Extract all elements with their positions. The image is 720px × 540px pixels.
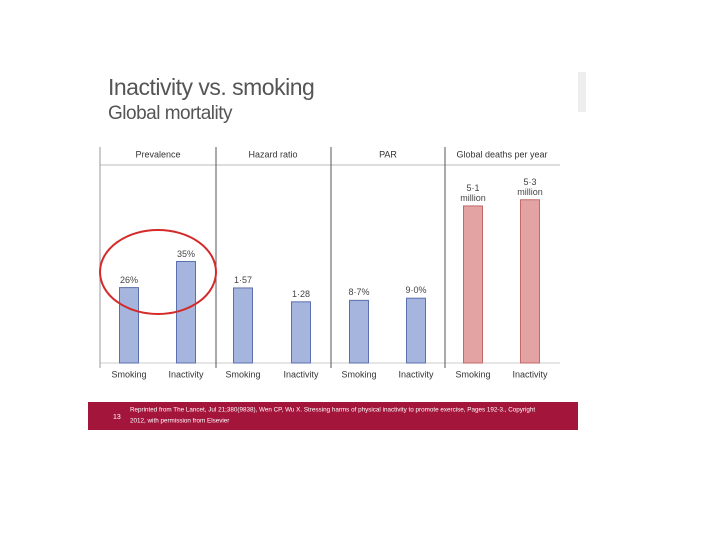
x-tick-label: Smoking: [225, 369, 260, 379]
value-label: 8·7%: [348, 287, 370, 298]
bar: [520, 199, 540, 364]
panel-title: Hazard ratio: [248, 149, 297, 159]
bar: [119, 287, 139, 364]
bar: [463, 205, 483, 364]
page-number: 13: [113, 414, 121, 421]
x-tick-label: Inactivity: [512, 369, 548, 379]
highlight-circle: [99, 229, 217, 315]
value-label: 35%: [176, 248, 195, 259]
value-label: 1·28: [291, 288, 310, 299]
bar: [349, 299, 369, 364]
value-label: 26%: [119, 274, 138, 285]
footer-band: [88, 402, 578, 430]
bar: [291, 301, 311, 364]
value-label: 1·57: [233, 274, 252, 285]
bar: [406, 297, 426, 364]
footer-text: 2012, with permission from Elsevier: [130, 418, 229, 425]
panel-title: Prevalence: [135, 149, 180, 159]
panel-title: PAR: [379, 149, 397, 159]
title: Inactivity vs. smoking: [108, 74, 315, 100]
bar: [176, 261, 196, 364]
x-tick-label: Inactivity: [398, 369, 434, 379]
value-label: 5·3 million: [517, 176, 543, 197]
x-tick-label: Smoking: [111, 369, 146, 379]
value-label: 9·0%: [405, 285, 427, 296]
edge-shade: [578, 72, 586, 112]
panel-title: Global deaths per year: [456, 149, 547, 159]
x-tick-label: Smoking: [455, 369, 490, 379]
value-label: 5·1 million: [460, 182, 486, 203]
subtitle: Global mortality: [108, 103, 233, 124]
x-tick-label: Smoking: [341, 369, 376, 379]
bar: [233, 287, 253, 364]
footer-text: Reprinted from The Lancet, Jul 21;380(98…: [130, 407, 535, 414]
x-tick-label: Inactivity: [283, 369, 319, 379]
x-tick-label: Inactivity: [168, 369, 204, 379]
